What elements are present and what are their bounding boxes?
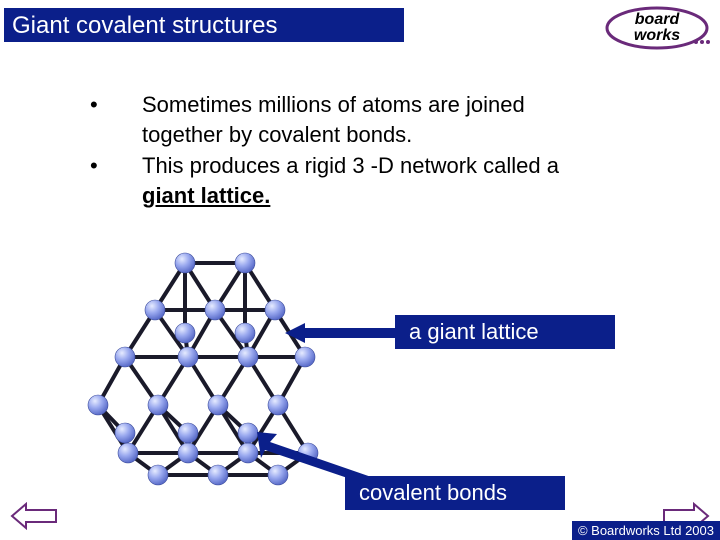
bold-term: giant lattice.: [142, 183, 270, 208]
logo-boardworks: board works: [602, 4, 712, 52]
label-covalent-bonds: covalent bonds: [345, 476, 565, 510]
bullet-marker: •: [90, 151, 142, 210]
copyright-text: © Boardworks Ltd 2003: [572, 521, 720, 540]
svg-text:works: works: [634, 27, 680, 44]
bullet-text: Sometimes millions of atoms are joined t…: [142, 90, 610, 149]
bullet-list: • Sometimes millions of atoms are joined…: [90, 90, 610, 213]
bullet-item: • This produces a rigid 3 -D network cal…: [90, 151, 610, 210]
svg-text:board: board: [635, 11, 681, 28]
arrow-to-lattice: [285, 322, 395, 344]
bullet-marker: •: [90, 90, 142, 149]
nav-prev-button[interactable]: [10, 502, 58, 530]
label-giant-lattice: a giant lattice: [395, 315, 615, 349]
slide-title: Giant covalent structures: [4, 8, 404, 42]
bullet-item: • Sometimes millions of atoms are joined…: [90, 90, 610, 149]
bullet-text: This produces a rigid 3 -D network calle…: [142, 151, 610, 210]
